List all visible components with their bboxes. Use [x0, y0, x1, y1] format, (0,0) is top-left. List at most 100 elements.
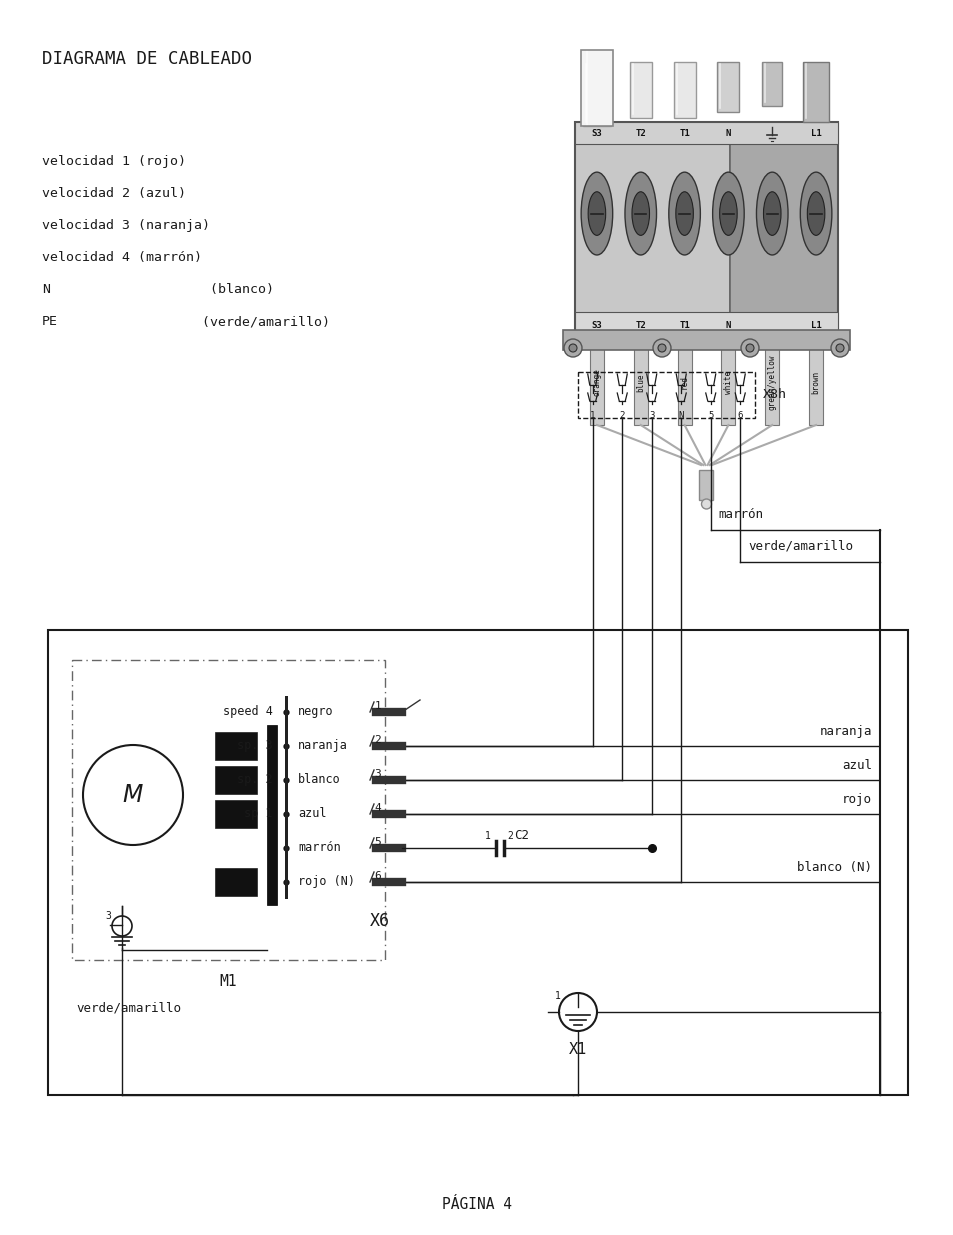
Text: 6: 6	[375, 871, 381, 881]
Text: white: white	[723, 370, 732, 394]
Circle shape	[558, 993, 597, 1031]
Text: PÁGINA 4: PÁGINA 4	[441, 1198, 512, 1213]
Text: 1: 1	[555, 990, 560, 1002]
Bar	[679, 332, 689, 342]
Bar	[810, 332, 821, 342]
Text: verde/amarillo: verde/amarillo	[76, 1002, 181, 1014]
Text: 2: 2	[507, 831, 513, 841]
Text: blue: blue	[636, 373, 644, 391]
Ellipse shape	[806, 191, 824, 236]
Ellipse shape	[668, 172, 700, 254]
Bar	[677, 340, 691, 425]
Ellipse shape	[588, 191, 605, 236]
Circle shape	[745, 345, 753, 352]
Text: X6: X6	[370, 911, 390, 930]
Text: C2: C2	[514, 830, 529, 842]
Text: N: N	[725, 321, 730, 331]
Text: (blanco): (blanco)	[130, 283, 274, 296]
Text: sp. 3: sp. 3	[237, 740, 273, 752]
Text: T2: T2	[635, 128, 645, 137]
Text: 3: 3	[375, 769, 381, 779]
Bar	[722, 332, 733, 342]
Ellipse shape	[580, 172, 612, 254]
Text: 3: 3	[105, 911, 111, 921]
Ellipse shape	[712, 172, 743, 254]
Text: T1: T1	[679, 321, 689, 331]
Text: 1: 1	[484, 831, 491, 841]
Text: M: M	[123, 783, 143, 806]
Circle shape	[830, 338, 848, 357]
Ellipse shape	[624, 172, 656, 254]
Ellipse shape	[756, 172, 787, 254]
Bar	[808, 340, 822, 425]
Bar	[48, 630, 907, 1095]
Text: naranja: naranja	[819, 725, 871, 739]
Circle shape	[700, 499, 711, 509]
Bar	[214, 800, 256, 827]
Circle shape	[835, 345, 843, 352]
Text: N: N	[678, 410, 683, 420]
Bar	[589, 340, 603, 425]
Bar	[633, 340, 647, 425]
Bar	[761, 62, 781, 106]
Ellipse shape	[800, 172, 831, 254]
Text: 5: 5	[375, 837, 381, 847]
Text: sp. 2: sp. 2	[237, 773, 273, 787]
Bar	[629, 62, 651, 119]
Circle shape	[658, 345, 665, 352]
Text: negro: negro	[297, 705, 334, 719]
Bar	[720, 340, 735, 425]
Bar	[699, 471, 713, 500]
Text: S3: S3	[591, 128, 601, 137]
Text: X8h: X8h	[762, 389, 786, 401]
Text: X1: X1	[568, 1042, 586, 1057]
Text: N: N	[42, 283, 50, 296]
Text: marrón: marrón	[297, 841, 340, 855]
Text: 2: 2	[375, 735, 381, 745]
Circle shape	[652, 338, 670, 357]
Text: red: red	[679, 375, 688, 389]
Text: 1: 1	[375, 701, 381, 711]
Text: marrón: marrón	[718, 508, 763, 520]
Circle shape	[563, 338, 581, 357]
Text: L1: L1	[810, 321, 821, 331]
Text: azul: azul	[297, 808, 326, 820]
Bar	[591, 332, 601, 342]
Text: 5: 5	[707, 410, 713, 420]
Text: N: N	[725, 128, 730, 137]
Text: brown: brown	[811, 370, 820, 394]
Text: DIAGRAMA DE CABLEADO: DIAGRAMA DE CABLEADO	[42, 49, 252, 68]
Circle shape	[112, 916, 132, 936]
Text: S3: S3	[591, 321, 601, 331]
Bar	[635, 332, 645, 342]
Text: (rojo): (rojo)	[130, 156, 186, 168]
Bar	[214, 732, 256, 760]
Text: sp 1: sp 1	[244, 808, 273, 820]
Bar	[580, 49, 612, 126]
Bar	[575, 312, 837, 340]
Bar	[71, 659, 385, 960]
Text: verde/amarillo: verde/amarillo	[747, 540, 852, 552]
Circle shape	[83, 745, 183, 845]
Bar	[562, 330, 849, 350]
Ellipse shape	[675, 191, 693, 236]
Ellipse shape	[719, 191, 737, 236]
Text: L1: L1	[810, 128, 821, 137]
Text: velocidad 1: velocidad 1	[42, 156, 130, 168]
Bar	[717, 62, 739, 112]
Text: blanco: blanco	[297, 773, 340, 787]
Text: velocidad 2: velocidad 2	[42, 186, 130, 200]
Bar	[802, 62, 828, 122]
Text: 2: 2	[618, 410, 624, 420]
Bar	[764, 340, 779, 425]
Bar	[766, 332, 777, 342]
Text: rojo: rojo	[841, 794, 871, 806]
Bar	[214, 766, 256, 794]
Text: T1: T1	[679, 128, 689, 137]
Text: M1: M1	[219, 974, 237, 989]
Text: rojo (N): rojo (N)	[297, 876, 355, 888]
Text: (naranja): (naranja)	[130, 219, 210, 232]
Text: orange: orange	[592, 368, 600, 396]
Text: (verde/amarillo): (verde/amarillo)	[130, 315, 330, 329]
Text: green/yellow: green/yellow	[767, 354, 776, 410]
